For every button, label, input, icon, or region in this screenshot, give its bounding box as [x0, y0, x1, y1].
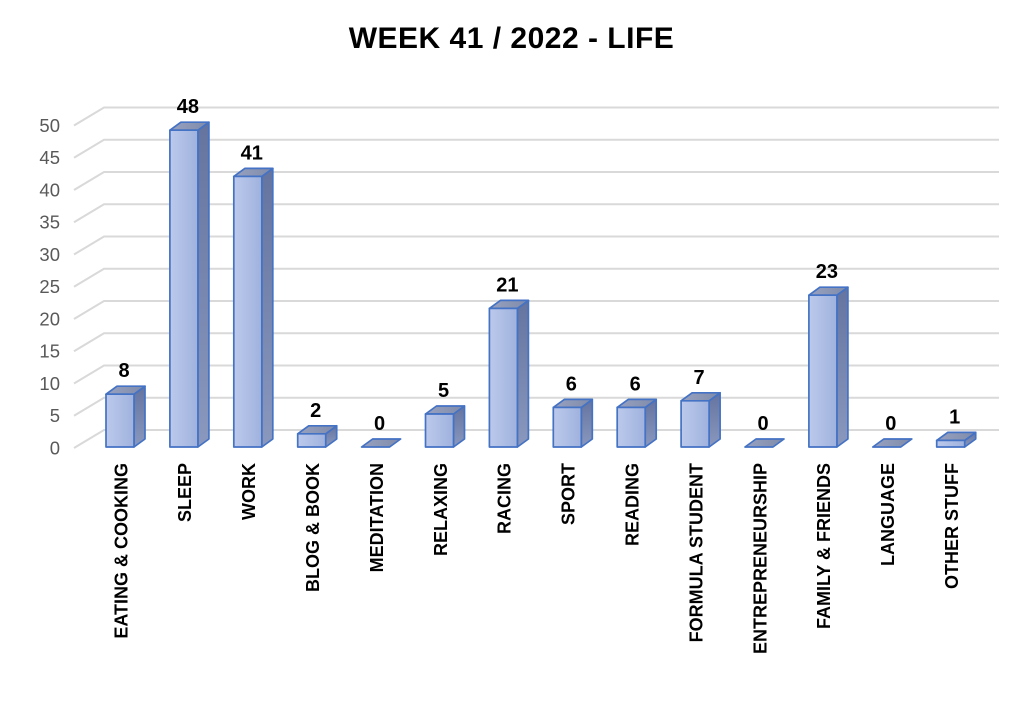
bar-eating-cooking-side	[133, 385, 146, 448]
y-tick-label-0: 0	[50, 437, 60, 458]
value-labels-layer: 8 48 41 2 0 5 21 6 6 7 0 23 0 1	[118, 96, 960, 435]
y-tick-label-30: 30	[39, 244, 60, 265]
gridline-40	[73, 171, 999, 191]
value-label-sport: 6	[566, 373, 577, 395]
bar-work-side	[260, 167, 274, 448]
bar-blog-book-front	[296, 432, 327, 448]
value-label-sleep: 48	[177, 96, 199, 118]
bar-other-stuff	[935, 431, 977, 448]
value-label-relaxing: 5	[438, 380, 449, 402]
chart-title: WEEK 41 / 2022 - LIFE	[348, 22, 675, 55]
bar-language-top	[871, 438, 913, 448]
value-label-reading: 6	[630, 373, 641, 395]
category-label-racing: RACING	[495, 463, 515, 534]
bar-racing-front	[488, 307, 519, 448]
bar-entrepreneurship-top	[744, 438, 785, 448]
category-labels-layer: EATING & COOKING SLEEP WORK BLOG & BOOK MEDI…	[111, 463, 962, 654]
category-label-language: LANGUAGE	[878, 463, 898, 566]
y-tick-label-20: 20	[39, 308, 60, 329]
bar-racing-side	[516, 299, 530, 448]
gridlines-layer	[73, 106, 999, 449]
y-tick-label-35: 35	[39, 212, 60, 233]
gridline-45	[73, 138, 999, 159]
value-label-entrepreneurship: 0	[757, 413, 768, 435]
gridline-15	[73, 332, 999, 353]
bar-eating-cooking	[105, 385, 146, 448]
gridline-5	[73, 396, 999, 417]
category-label-relaxing: RELAXING	[431, 463, 451, 556]
bar-family-friends	[808, 286, 849, 448]
bar-sleep-side	[197, 121, 210, 448]
category-label-reading: READING	[623, 463, 643, 546]
category-label-other-stuff: OTHER STUFF	[942, 463, 962, 589]
bar-relaxing	[424, 405, 466, 448]
value-label-racing: 21	[496, 274, 518, 296]
y-tick-label-15: 15	[39, 341, 60, 362]
y-axis-tick-labels: 0 5 10 15 20 25 30 35 40 45 50	[39, 115, 60, 459]
bar-sport-front	[552, 406, 583, 448]
gridline-50	[73, 106, 999, 127]
bar-relaxing-front	[424, 413, 455, 448]
bar-work	[232, 167, 274, 448]
gridline-35	[73, 203, 999, 224]
gridline-25	[73, 267, 999, 288]
value-label-blog-book: 2	[310, 400, 321, 422]
gridline-20	[73, 300, 999, 320]
y-tick-label-25: 25	[39, 276, 60, 297]
bar-sleep-front	[169, 129, 199, 448]
bar-meditation	[360, 438, 402, 448]
category-label-work: WORK	[239, 463, 259, 520]
value-label-family-friends: 23	[816, 261, 838, 283]
bars-layer	[105, 121, 977, 448]
value-label-eating-cooking: 8	[118, 360, 129, 382]
bar-blog-book	[296, 424, 338, 448]
bar-sleep	[169, 121, 210, 448]
bar-formula-student-front	[680, 399, 710, 448]
bar-eating-cooking-front	[105, 393, 135, 448]
bar-reading	[616, 398, 658, 448]
y-tick-label-40: 40	[39, 179, 60, 200]
bar-language	[871, 438, 913, 448]
value-label-meditation: 0	[374, 413, 385, 435]
value-label-language: 0	[885, 413, 896, 435]
category-label-sport: SPORT	[559, 463, 579, 525]
bar-reading-front	[616, 406, 647, 448]
category-label-formula-student: FORMULA STUDENT	[686, 463, 706, 642]
y-tick-label-45: 45	[39, 147, 60, 168]
category-label-sleep: SLEEP	[175, 463, 195, 522]
category-label-entrepreneurship: ENTREPRENEURSHIP	[750, 463, 770, 654]
category-label-blog-book: BLOG & BOOK	[303, 463, 323, 592]
gridline-0	[73, 429, 999, 449]
value-label-formula-student: 7	[694, 367, 705, 389]
gridline-30	[73, 235, 999, 256]
y-tick-label-50: 50	[39, 115, 60, 136]
bar-family-friends-side	[836, 286, 849, 448]
bar-other-stuff-front	[935, 439, 966, 448]
bar-work-front	[232, 175, 263, 448]
category-label-family-friends: FAMILY & FRIENDS	[814, 463, 834, 629]
value-label-work: 41	[241, 142, 263, 164]
category-label-meditation: MEDITATION	[367, 463, 387, 572]
bar-meditation-top	[360, 438, 402, 448]
gridline-10	[73, 364, 999, 385]
y-tick-label-5: 5	[50, 405, 60, 426]
bar-family-friends-front	[808, 294, 838, 448]
category-label-eating-cooking: EATING & COOKING	[111, 463, 131, 639]
bar-sport	[552, 398, 594, 448]
bar-racing	[488, 299, 530, 448]
y-tick-label-10: 10	[39, 373, 60, 394]
bar-formula-student	[680, 391, 721, 448]
bar-entrepreneurship	[744, 438, 785, 448]
value-label-other-stuff: 1	[949, 406, 960, 428]
bar-formula-student-side	[708, 391, 721, 448]
